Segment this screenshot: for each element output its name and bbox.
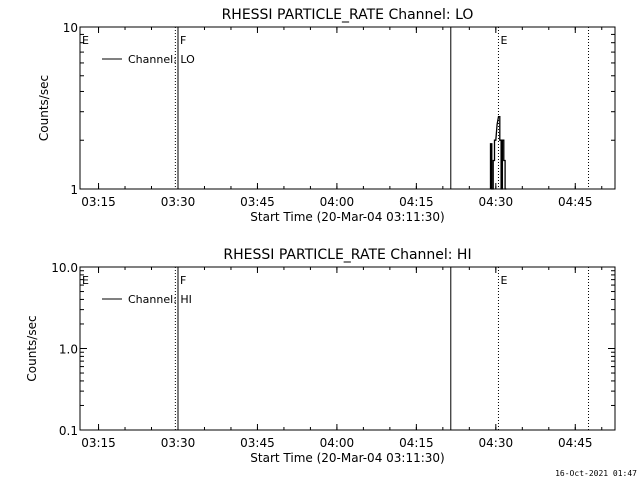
x-tick-label: 04:00 <box>320 436 355 450</box>
x-tick-label: 04:30 <box>479 436 514 450</box>
x-tick-label: 03:15 <box>81 195 116 209</box>
x-tick-label: 03:45 <box>240 436 275 450</box>
event-marker-label: E <box>82 274 89 287</box>
x-axis-label: Start Time (20-Mar-04 03:11:30) <box>250 451 444 465</box>
x-tick-label: 03:30 <box>161 195 196 209</box>
event-marker-label: F <box>180 34 186 47</box>
footer-timestamp: 16-Oct-2021 01:47 <box>555 469 637 478</box>
lo-channel-panel: RHESSI PARTICLE_RATE Channel: LO 03:15 03:… <box>37 7 616 224</box>
x-axis-label: Start Time (20-Mar-04 03:11:30) <box>250 210 444 224</box>
y-tick-label: 10.0 <box>51 261 78 275</box>
x-tick-label: 03:45 <box>240 195 275 209</box>
y-axis-label: Counts/sec <box>25 315 39 381</box>
plot-frame <box>79 26 616 190</box>
y-axis-label: Counts/sec <box>37 75 51 141</box>
hi-channel-panel: RHESSI PARTICLE_RATE Channel: HI 03:15 03:… <box>25 247 616 465</box>
chart-title: RHESSI PARTICLE_RATE Channel: HI <box>223 247 471 263</box>
x-tick-label: 04:00 <box>320 195 355 209</box>
x-tick-label: 04:15 <box>399 195 434 209</box>
x-tick-label: 03:30 <box>161 436 196 450</box>
chart-title: RHESSI PARTICLE_RATE Channel: LO <box>222 7 474 23</box>
data-series-line <box>489 115 507 190</box>
x-tick-label: 04:45 <box>558 436 593 450</box>
plot-frame <box>79 266 616 431</box>
x-tick-label: 04:45 <box>558 195 593 209</box>
y-tick-label: 0.1 <box>59 424 78 438</box>
legend-entry: Channel: HI <box>128 293 192 306</box>
event-marker-label: E <box>82 34 89 47</box>
event-marker-label: E <box>500 34 507 47</box>
y-tick-label: 10 <box>63 21 78 35</box>
y-tick-label: 1 <box>70 183 78 197</box>
x-tick-label: 04:30 <box>479 195 514 209</box>
legend-entry: Channel: LO <box>128 53 195 66</box>
event-marker-label: E <box>500 274 507 287</box>
x-tick-label: 03:15 <box>81 436 116 450</box>
x-tick-label: 04:15 <box>399 436 434 450</box>
event-marker-label: F <box>180 274 186 287</box>
y-tick-label: 1.0 <box>59 343 78 357</box>
